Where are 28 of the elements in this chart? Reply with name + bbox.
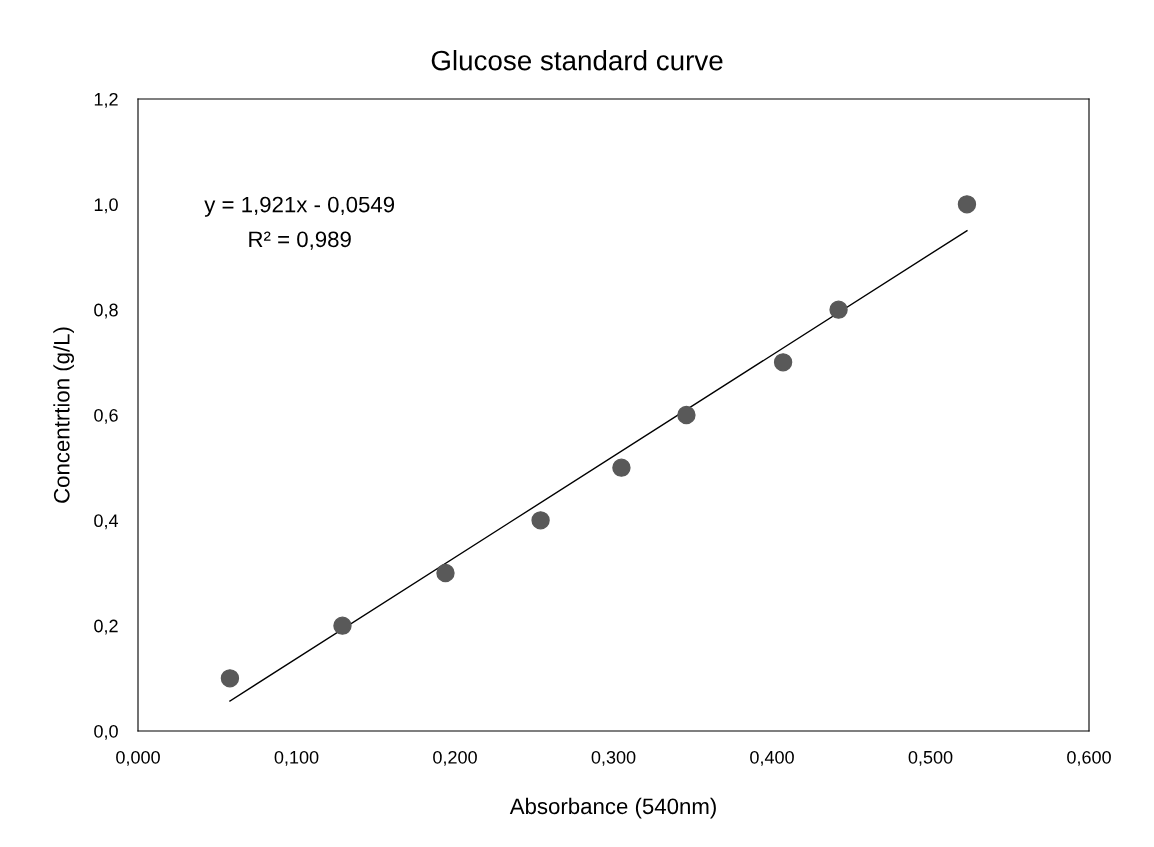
point xyxy=(829,300,848,319)
annotation: R² = 0,989 xyxy=(249,231,351,250)
y-axis-title: Concentrtion (g/L) xyxy=(53,327,75,503)
point xyxy=(436,563,455,583)
annotation: y = 1,921x - 0,0549 xyxy=(204,196,395,217)
point xyxy=(531,511,550,530)
x-tick-label: 0,100 xyxy=(274,750,319,766)
x-tick-label: 0,000 xyxy=(116,750,160,766)
x-tick-label: 0,200 xyxy=(433,750,477,766)
x-tick-label: 0,300 xyxy=(591,750,636,766)
x-tick-label: 0,400 xyxy=(750,750,794,766)
y-tick-label: 1,0 xyxy=(94,198,118,214)
y-tick-label: 0,6 xyxy=(94,408,118,424)
y-tick-label: 0,2 xyxy=(94,619,118,635)
y-tick-label: 0,4 xyxy=(94,514,119,530)
point xyxy=(957,195,977,214)
x-tick-label: 0,500 xyxy=(908,750,953,766)
y-tick-label: 0,0 xyxy=(94,724,118,740)
chart-title: Glucose standard curve xyxy=(431,50,723,71)
x-tick-label: 0,600 xyxy=(1067,750,1111,766)
y-tick-label: 1,2 xyxy=(94,92,118,108)
x-axis-title: Absorbance (540nm) xyxy=(509,797,716,819)
point xyxy=(220,669,240,688)
y-tick-label: 0,8 xyxy=(94,303,118,319)
point xyxy=(773,353,793,372)
point xyxy=(612,458,631,477)
point xyxy=(677,405,696,425)
point xyxy=(333,616,352,635)
